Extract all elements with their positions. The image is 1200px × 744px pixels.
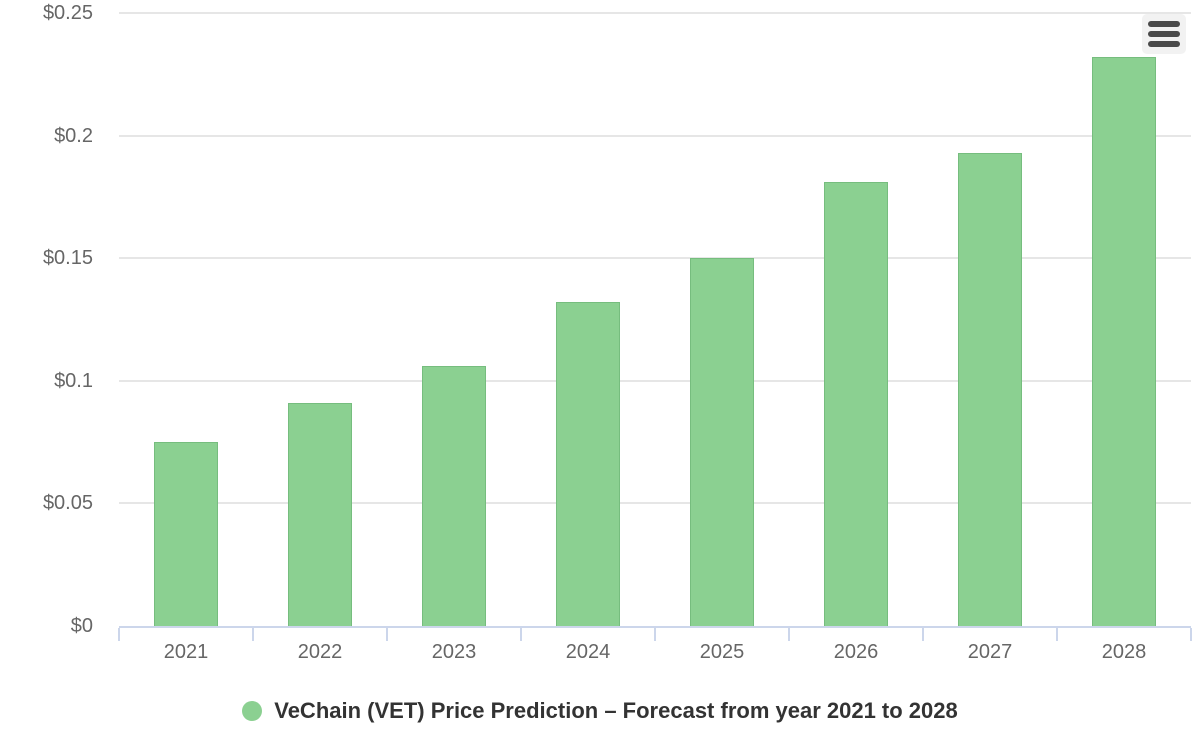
gridline (119, 134, 1191, 137)
x-tick-mark (788, 628, 790, 641)
bar-2028[interactable] (1092, 57, 1156, 626)
x-tick-label-2025: 2025 (699, 641, 745, 663)
bar-2024[interactable] (556, 302, 620, 626)
bar-2025[interactable] (690, 258, 754, 626)
x-tick-mark (1190, 628, 1192, 641)
x-tick-label-2027: 2027 (967, 641, 1013, 663)
x-tick-label-2026: 2026 (833, 641, 879, 663)
y-tick-label: $0.15 (42, 247, 93, 270)
bar-2026[interactable] (824, 182, 888, 626)
export-menu-button[interactable] (1142, 14, 1186, 54)
x-tick-label-2021: 2021 (163, 641, 209, 663)
x-tick-mark (520, 628, 522, 641)
x-tick-label-2028: 2028 (1101, 641, 1147, 663)
gridline (119, 257, 1191, 260)
x-tick-label-2023: 2023 (431, 641, 477, 663)
gridline (119, 502, 1191, 505)
y-tick-label: $0 (70, 615, 93, 637)
y-tick-label: $0.25 (42, 2, 93, 24)
x-tick-label-2022: 2022 (297, 641, 343, 663)
hamburger-icon (1148, 21, 1180, 47)
x-tick-mark (386, 628, 388, 641)
x-tick-mark (252, 628, 254, 641)
x-tick-mark (1056, 628, 1058, 641)
legend-item[interactable]: VeChain (VET) Price Prediction – Forecas… (0, 698, 1200, 724)
x-tick-mark (118, 628, 120, 641)
y-tick-label: $0.1 (54, 369, 93, 392)
x-tick-label-2024: 2024 (565, 641, 611, 663)
legend-label: VeChain (VET) Price Prediction – Forecas… (274, 698, 958, 723)
gridline (119, 379, 1191, 382)
bar-2021[interactable] (154, 442, 218, 626)
legend-marker-icon (242, 701, 263, 721)
x-tick-mark (654, 628, 656, 641)
bar-2027[interactable] (958, 152, 1022, 626)
y-tick-label: $0.05 (42, 492, 93, 515)
x-axis-line (119, 626, 1191, 628)
x-tick-mark (922, 628, 924, 641)
y-tick-label: $0.2 (54, 124, 93, 147)
bar-2023[interactable] (422, 366, 486, 626)
gridline (119, 12, 1191, 14)
bar-2022[interactable] (288, 402, 352, 626)
